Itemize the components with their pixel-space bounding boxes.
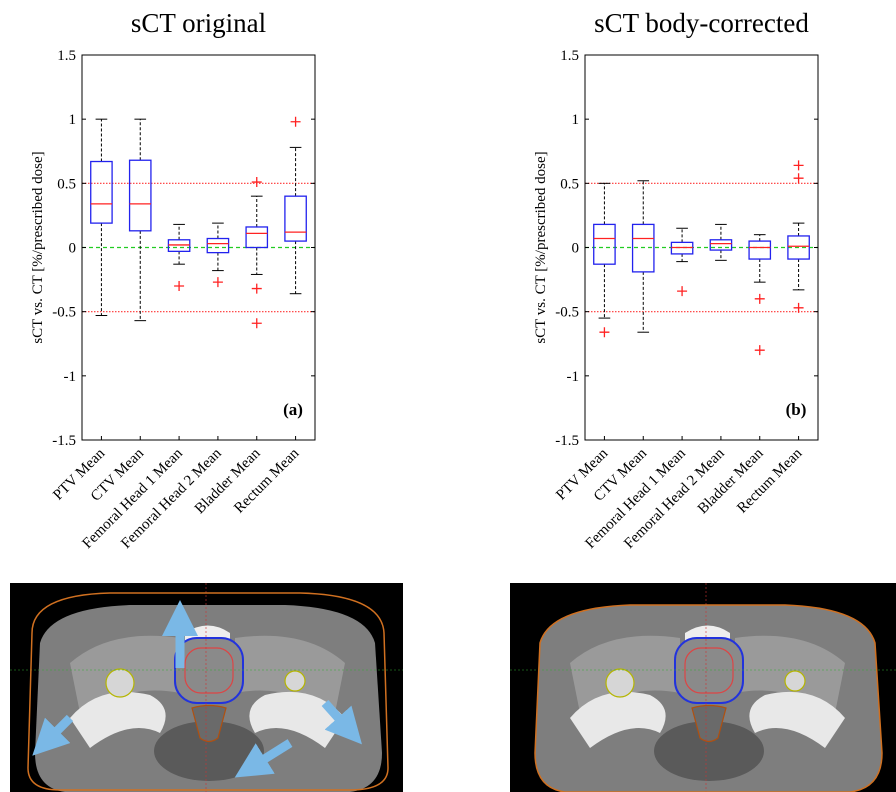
outlier bbox=[291, 117, 301, 127]
outlier bbox=[794, 173, 804, 183]
outlier bbox=[252, 177, 262, 187]
box bbox=[710, 240, 731, 250]
y-tick-label: 1.5 bbox=[560, 48, 579, 64]
figure: sCT original sCT vs. CT [%/prescribed dos… bbox=[0, 0, 896, 792]
y-tick-label: -1 bbox=[567, 369, 580, 385]
y-tick-label: -1.5 bbox=[52, 433, 76, 449]
y-axis-label: sCT vs. CT [%/prescribed dose] bbox=[533, 151, 549, 343]
chart-title: sCT original bbox=[131, 8, 266, 38]
box bbox=[633, 224, 654, 271]
y-tick-label: 1 bbox=[572, 112, 580, 128]
y-tick-label: 0.5 bbox=[57, 176, 76, 192]
y-tick-label: -1.5 bbox=[555, 433, 579, 449]
outlier bbox=[252, 284, 262, 294]
outlier bbox=[677, 286, 687, 296]
outlier bbox=[252, 318, 262, 328]
y-tick-label: 0 bbox=[572, 241, 580, 257]
panel-label: (a) bbox=[283, 400, 303, 419]
ct-image-corrected bbox=[510, 583, 896, 792]
outlier bbox=[599, 327, 609, 337]
y-tick-label: -0.5 bbox=[52, 305, 76, 321]
y-tick-label: 0 bbox=[69, 241, 77, 257]
box bbox=[594, 224, 615, 264]
y-tick-label: -1 bbox=[64, 369, 77, 385]
outlier bbox=[755, 345, 765, 355]
outlier bbox=[794, 160, 804, 170]
y-axis-label: sCT vs. CT [%/prescribed dose] bbox=[30, 151, 46, 343]
outlier bbox=[755, 294, 765, 304]
box bbox=[246, 227, 267, 248]
ct-image-original bbox=[10, 583, 403, 792]
box bbox=[749, 241, 770, 259]
y-tick-label: -0.5 bbox=[555, 305, 579, 321]
box bbox=[285, 196, 306, 241]
y-tick-label: 0.5 bbox=[560, 176, 579, 192]
box bbox=[207, 239, 228, 253]
outlier bbox=[174, 281, 184, 291]
box bbox=[130, 160, 151, 231]
box bbox=[91, 162, 112, 224]
panel-label: (b) bbox=[786, 400, 807, 419]
y-tick-label: 1 bbox=[69, 112, 77, 128]
chart-title: sCT body-corrected bbox=[594, 8, 809, 38]
y-tick-label: 1.5 bbox=[57, 48, 76, 64]
outlier bbox=[213, 277, 223, 287]
